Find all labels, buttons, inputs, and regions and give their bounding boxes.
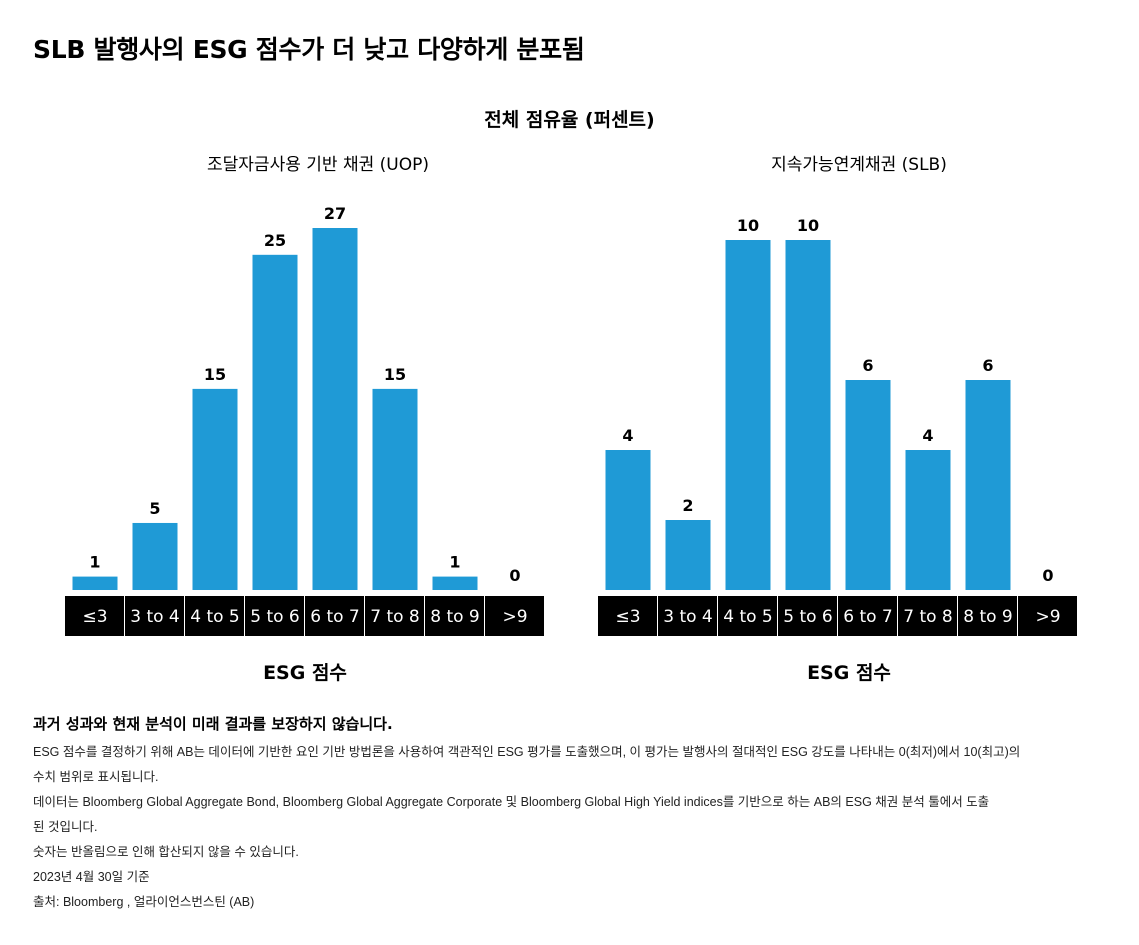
tick-cell <box>365 596 424 636</box>
note-line: 된 것입니다. <box>33 820 98 834</box>
bar <box>372 388 418 590</box>
data-label: 6 <box>862 356 873 375</box>
data-label: 0 <box>1042 566 1053 585</box>
bar <box>192 388 238 590</box>
data-label: 4 <box>622 426 633 445</box>
data-label: 10 <box>737 216 759 235</box>
tick-cell <box>898 596 957 636</box>
tick-label: 8 to 9 <box>430 607 480 627</box>
tick-label: 5 to 6 <box>783 607 833 627</box>
data-label: 25 <box>264 231 286 250</box>
note-line: 데이터는 Bloomberg Global Aggregate Bond, Bl… <box>33 795 990 809</box>
note-line: 숫자는 반올림으로 인해 합산되지 않을 수 있습니다. <box>33 845 299 859</box>
data-label: 15 <box>384 365 406 384</box>
data-label: 5 <box>149 499 160 518</box>
tick-label: 4 to 5 <box>190 607 240 627</box>
bar <box>965 380 1011 590</box>
bar <box>432 576 478 590</box>
bar <box>665 520 711 590</box>
tick-cell <box>485 596 544 636</box>
tick-label: 4 to 5 <box>723 607 773 627</box>
tick-cell <box>65 596 124 636</box>
data-label: 0 <box>509 566 520 585</box>
bar <box>72 576 118 590</box>
x-axis-title: ESG 점수 <box>263 662 347 684</box>
tick-cell <box>658 596 717 636</box>
tick-label: >9 <box>502 607 527 627</box>
note-line: ESG 점수를 결정하기 위해 AB는 데이터에 기반한 요인 기반 방법론을 … <box>33 745 1021 759</box>
footnotes: 과거 성과와 현재 분석이 미래 결과를 보장하지 않습니다. ESG 점수를 … <box>33 713 1123 915</box>
bar <box>132 522 178 590</box>
bar <box>845 380 891 590</box>
x-axis-title: ESG 점수 <box>807 662 891 684</box>
tick-cell <box>598 596 657 636</box>
tick-label: 6 to 7 <box>310 607 360 627</box>
tick-cell <box>1018 596 1077 636</box>
data-label: 1 <box>449 553 460 572</box>
note-line: 출처: Bloomberg , 얼라이언스번스틴 (AB) <box>33 895 255 909</box>
tick-label: 6 to 7 <box>843 607 893 627</box>
tick-cell <box>245 596 304 636</box>
tick-label: 7 to 8 <box>903 607 953 627</box>
data-label: 10 <box>797 216 819 235</box>
tick-cell <box>305 596 364 636</box>
note-line: 수치 범위로 표시됩니다. <box>33 770 159 784</box>
bar <box>312 228 358 590</box>
tick-label: ≤3 <box>82 607 107 627</box>
tick-cell <box>125 596 184 636</box>
tick-label: ≤3 <box>615 607 640 627</box>
data-label: 4 <box>922 426 933 445</box>
tick-label: >9 <box>1035 607 1060 627</box>
page-title: SLB 발행사의 ESG 점수가 더 낮고 다양하게 분포됨 <box>33 35 585 64</box>
chart-title: 지속가능연계채권 (SLB) <box>771 155 947 175</box>
data-label: 15 <box>204 365 226 384</box>
chart-subtitle: 전체 점유율 (퍼센트) <box>484 109 655 131</box>
bar <box>785 240 831 590</box>
tick-cell <box>185 596 244 636</box>
tick-cell <box>778 596 837 636</box>
bar <box>905 450 951 590</box>
bar <box>605 450 651 590</box>
chart-title: 조달자금사용 기반 채권 (UOP) <box>207 155 429 175</box>
data-label: 27 <box>324 204 346 223</box>
tick-cell <box>838 596 897 636</box>
tick-label: 8 to 9 <box>963 607 1013 627</box>
bar <box>252 254 298 590</box>
tick-label: 5 to 6 <box>250 607 300 627</box>
tick-label: 7 to 8 <box>370 607 420 627</box>
tick-label: 3 to 4 <box>130 607 180 627</box>
tick-label: 3 to 4 <box>663 607 713 627</box>
data-label: 2 <box>682 496 693 515</box>
data-label: 6 <box>982 356 993 375</box>
bar <box>725 240 771 590</box>
note-line: 2023년 4월 30일 기준 <box>33 870 150 884</box>
data-label: 1 <box>89 553 100 572</box>
tick-cell <box>718 596 777 636</box>
notes-heading: 과거 성과와 현재 분석이 미래 결과를 보장하지 않습니다. <box>33 715 393 733</box>
charts-canvas: 조달자금사용 기반 채권 (UOP) 1 ≤3 5 3 to 4 15 4 to 5 25 5 … <box>65 155 1077 684</box>
tick-cell <box>958 596 1017 636</box>
tick-cell <box>425 596 484 636</box>
